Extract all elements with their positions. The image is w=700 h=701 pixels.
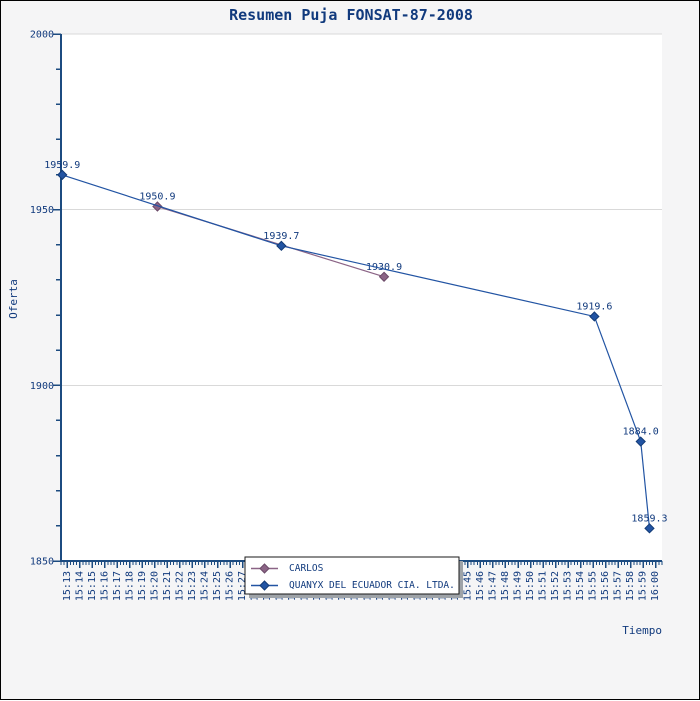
x-tick-label: 15:19	[137, 571, 148, 601]
x-tick-label: 15:55	[588, 571, 599, 601]
x-tick-label: 15:51	[538, 571, 549, 601]
point-label: 1884.0	[623, 427, 659, 438]
legend-marker-diamond	[259, 580, 270, 591]
data-point	[589, 311, 600, 322]
x-tick-label: 15:21	[162, 571, 173, 601]
x-tick-label: 15:56	[600, 571, 611, 601]
legend-box	[244, 556, 460, 595]
x-tick-label: 15:24	[199, 571, 210, 601]
point-label: 1859.3	[631, 513, 667, 524]
x-tick-label: 15:14	[74, 571, 85, 601]
point-label: 1930.9	[366, 262, 402, 273]
x-tick-label: 15:18	[124, 571, 135, 601]
y-tick-label: 1950	[30, 205, 54, 216]
x-tick-label: 15:15	[87, 571, 98, 601]
x-tick-label: 15:46	[475, 571, 486, 601]
x-tick-label: 15:22	[174, 571, 185, 601]
x-tick-label: 15:52	[550, 571, 561, 601]
y-tick-label: 1850	[30, 557, 54, 568]
legend-marker-diamond	[259, 563, 270, 574]
x-tick-label: 15:25	[212, 571, 223, 601]
x-tick-label: 15:16	[99, 571, 110, 601]
x-tick-label: 16:00	[650, 571, 661, 601]
x-tick-label: 15:48	[500, 571, 511, 601]
data-point	[378, 271, 390, 282]
data-point	[635, 436, 646, 447]
y-tick-label: 2000	[30, 30, 54, 41]
x-axis-title: Tiempo	[622, 624, 662, 637]
point-label: 1959.9	[44, 160, 80, 171]
y-tick-label: 1900	[30, 381, 54, 392]
legend-label: QUANYX DEL ECUADOR CIA. LTDA.	[289, 580, 455, 591]
chart-title: Resumen Puja FONSAT-87-2008	[229, 6, 473, 24]
x-tick-label: 15:27	[237, 571, 248, 601]
x-tick-label: 15:54	[575, 571, 586, 601]
plot-area	[61, 34, 662, 561]
point-label: 1919.6	[576, 301, 612, 312]
x-tick-label: 15:45	[462, 571, 473, 601]
x-tick-label: 15:26	[225, 571, 236, 601]
x-tick-label: 15:47	[487, 571, 498, 601]
data-point	[57, 169, 68, 181]
x-tick-label: 15:57	[613, 571, 624, 601]
y-axis-title: Oferta	[7, 279, 20, 319]
point-label: 1939.7	[263, 231, 299, 242]
x-tick-label: 15:59	[638, 571, 649, 601]
x-tick-label: 15:20	[149, 571, 160, 601]
x-tick-label: 15:23	[187, 571, 198, 601]
x-tick-label: 15:49	[513, 571, 524, 601]
x-tick-label: 15:17	[112, 571, 123, 601]
point-label: 1950.9	[139, 192, 175, 203]
x-tick-label: 15:53	[563, 571, 574, 601]
x-tick-label: 15:58	[625, 571, 636, 601]
data-point	[276, 240, 287, 252]
data-point	[644, 523, 655, 534]
x-tick-label: 15:50	[525, 571, 536, 601]
x-tick-label: 15:13	[62, 571, 73, 601]
legend-label: CARLOS	[289, 563, 324, 574]
